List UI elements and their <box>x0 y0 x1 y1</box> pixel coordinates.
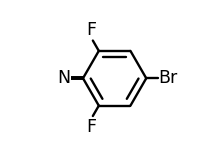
Text: Br: Br <box>159 69 178 87</box>
Text: N: N <box>57 69 71 87</box>
Text: F: F <box>87 118 97 136</box>
Text: F: F <box>87 21 97 39</box>
